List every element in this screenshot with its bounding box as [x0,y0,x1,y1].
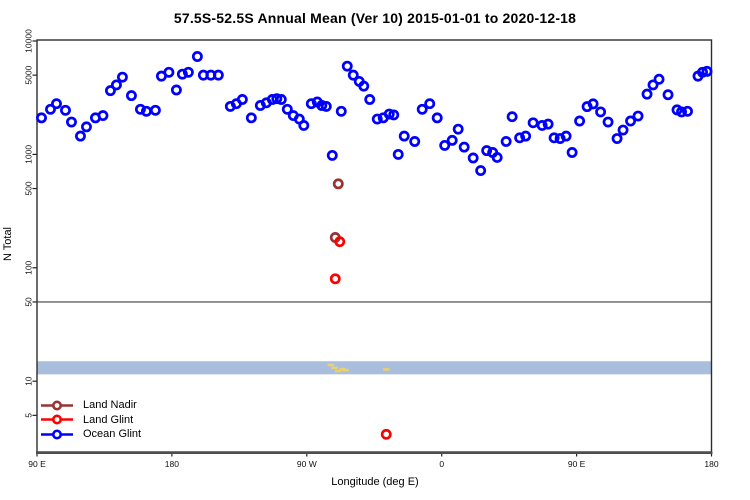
svg-text:100: 100 [24,260,34,274]
chart-title: 57.5S-52.5S Annual Mean (Ver 10) 2015-01… [173,10,577,26]
legend-label-land-glint: Land Glint [83,413,134,426]
svg-text:90 E: 90 E [28,459,46,469]
land-glint-marker-icon [41,414,73,425]
ocean-glint-marker-icon [41,429,73,440]
x-axis-label: Longitude (deg E) [331,476,419,488]
svg-text:1000: 1000 [24,145,34,164]
svg-text:10000: 10000 [24,29,34,53]
legend-label-land-nadir: Land Nadir [83,399,137,412]
svg-text:10: 10 [24,376,34,386]
svg-text:0: 0 [439,459,444,469]
legend-label-ocean-glint: Ocean Glint [83,428,142,441]
legend-item-ocean-glint: Ocean Glint [40,427,141,442]
svg-text:90 W: 90 W [297,459,317,469]
svg-text:5000: 5000 [24,65,34,84]
svg-text:5: 5 [24,413,34,418]
svg-text:180: 180 [165,459,179,469]
legend: Land Nadir Land Glint Ocean Glint [40,398,141,442]
land-nadir-marker-icon [41,400,73,411]
svg-text:180: 180 [704,459,718,469]
svg-text:90 E: 90 E [568,459,586,469]
svg-text:50: 50 [24,297,34,307]
legend-item-land-glint: Land Glint [40,413,141,428]
legend-item-land-nadir: Land Nadir [40,398,141,413]
svg-text:500: 500 [24,181,34,195]
